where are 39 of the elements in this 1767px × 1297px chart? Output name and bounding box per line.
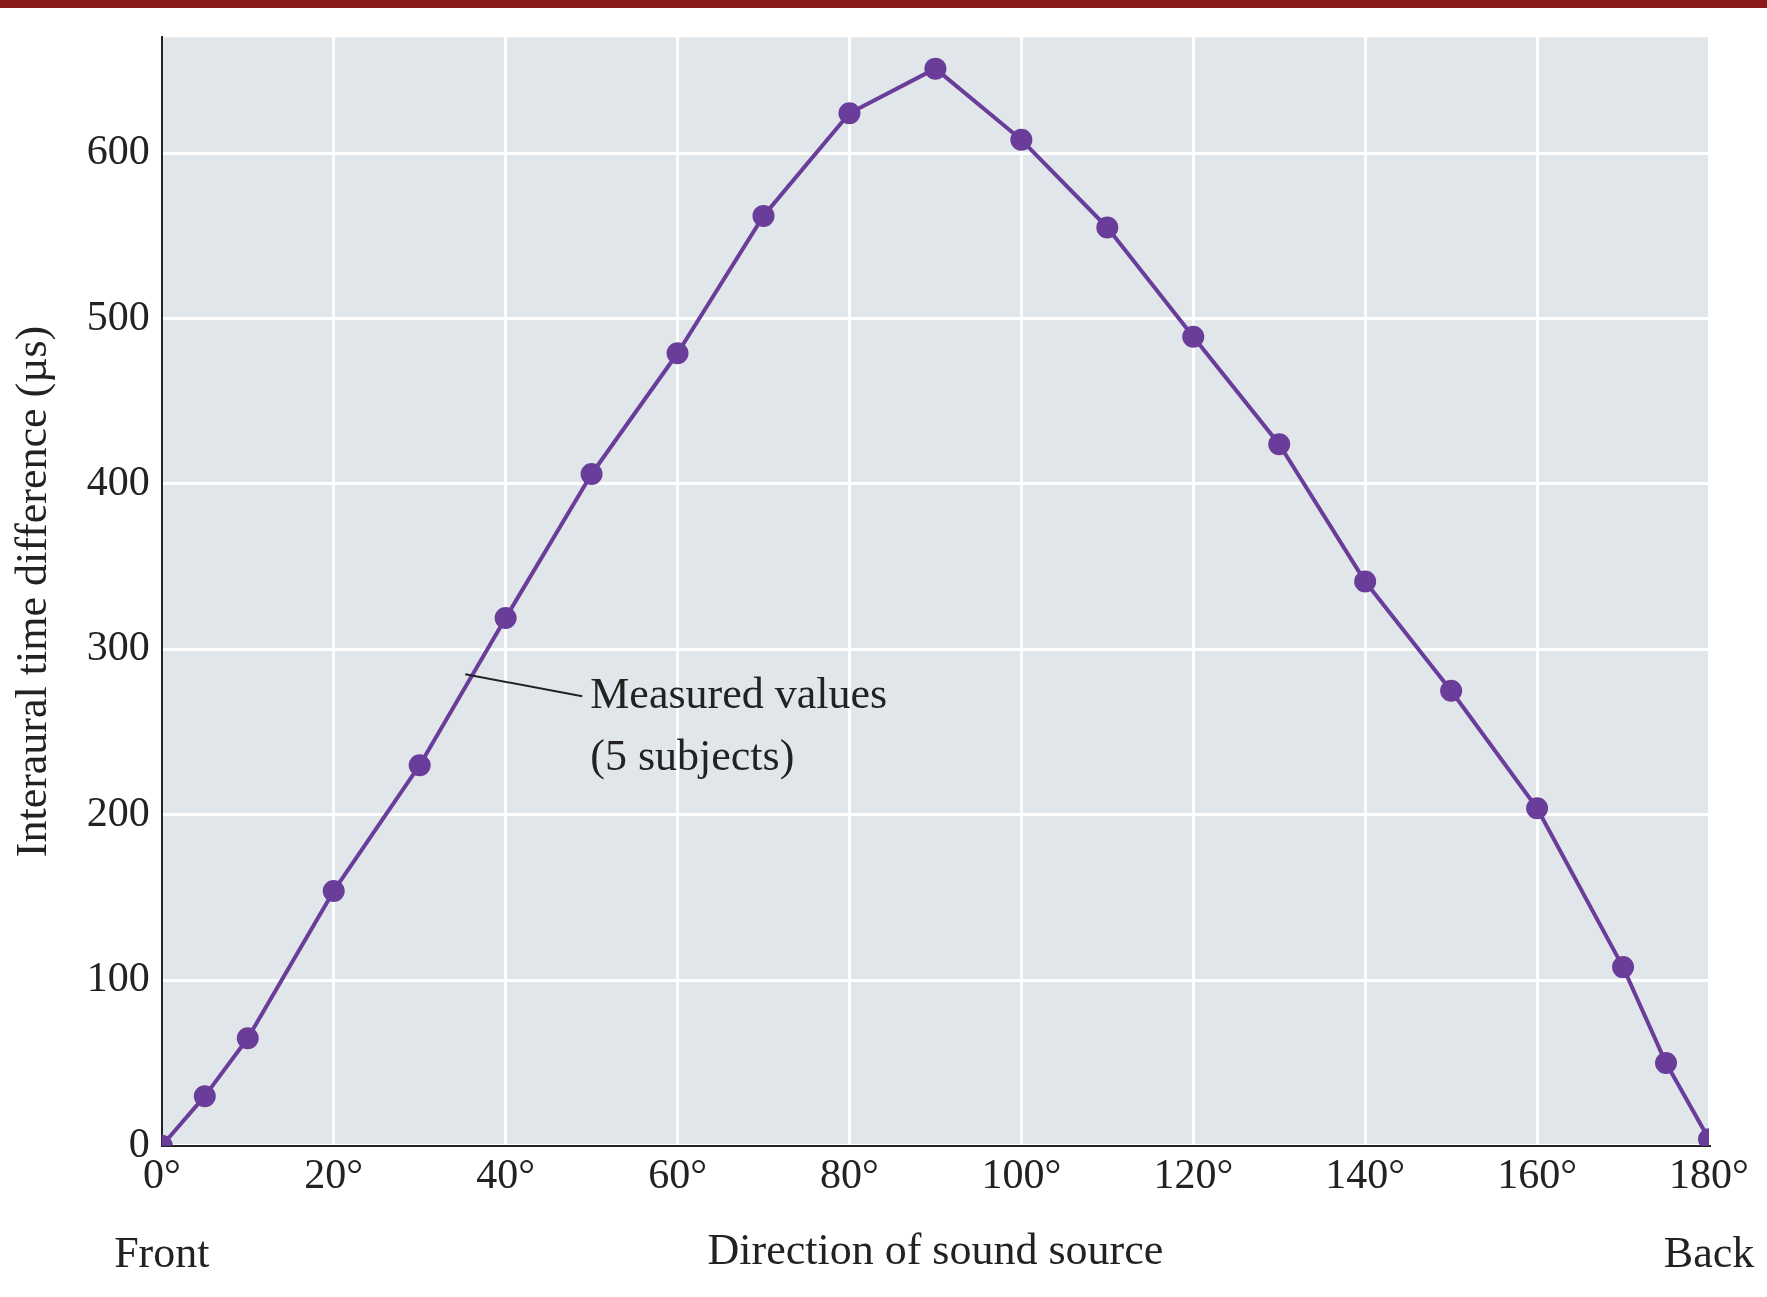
text: Front (114, 1227, 210, 1277)
x-axis-title: Direction of sound source (707, 1225, 1164, 1275)
y-tick-label: 100 (86, 954, 150, 1001)
y-tick-label: 600 (86, 127, 150, 174)
x-tick-label: 20° (304, 1151, 364, 1198)
point (752, 204, 775, 227)
point (322, 879, 345, 902)
point (924, 57, 947, 80)
point (494, 606, 517, 629)
point (1096, 216, 1119, 239)
y-tick-label: 400 (86, 457, 150, 504)
y-tick-label: 300 (86, 623, 150, 670)
x-tick-label: 140° (1325, 1151, 1406, 1198)
point (1010, 128, 1033, 151)
point (193, 1085, 216, 1108)
point (236, 1027, 259, 1050)
y-tick-label: 200 (86, 788, 150, 835)
x-tick-label: 40° (476, 1151, 536, 1198)
point (580, 463, 603, 486)
point (1268, 433, 1291, 456)
point (1655, 1052, 1678, 1075)
y-axis-title: Interaural time difference (µs) (6, 325, 56, 858)
x-tick-label: 180° (1669, 1151, 1749, 1198)
x-tick-label: 100° (981, 1151, 1062, 1198)
x-tick-label: 160° (1497, 1151, 1577, 1198)
point (1612, 956, 1635, 979)
x-tick-label: 120° (1153, 1151, 1234, 1198)
point (1440, 679, 1463, 702)
y-tick-label: 500 (86, 292, 150, 339)
point (408, 754, 431, 777)
point (1182, 325, 1205, 348)
x-tick-label: 60° (648, 1151, 707, 1198)
annotation: Measured values (5 subjects) (590, 668, 888, 780)
point (1354, 570, 1377, 593)
point (1526, 797, 1549, 820)
point (666, 342, 689, 365)
x-tick-label: 80° (820, 1151, 879, 1198)
point (838, 102, 861, 125)
text: Back (1663, 1227, 1755, 1277)
